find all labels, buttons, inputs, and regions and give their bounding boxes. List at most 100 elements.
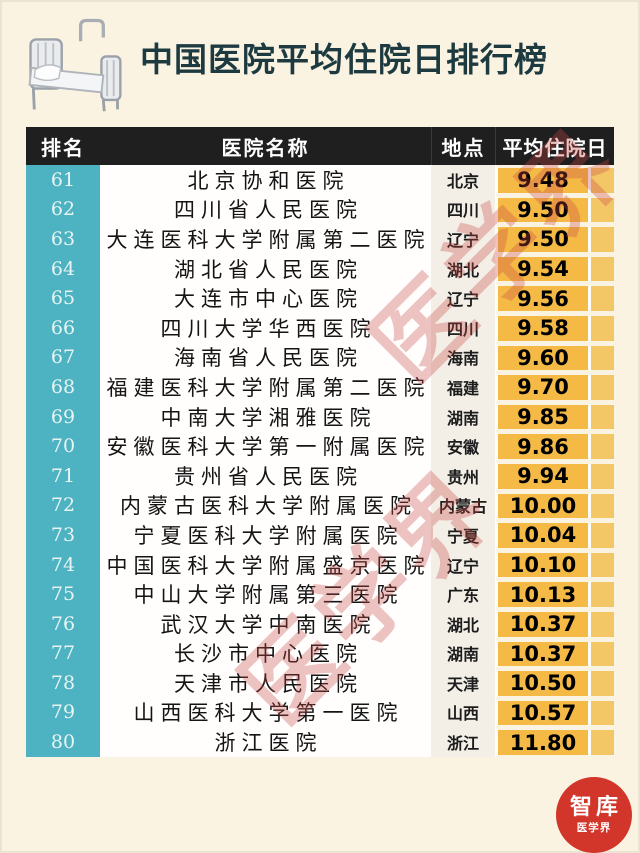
avg-stay-cell: 10.57 — [495, 697, 614, 728]
column-header-location: 地点 — [431, 127, 495, 165]
rank-cell: 63 — [26, 224, 100, 254]
hospital-bed-icon — [22, 12, 126, 116]
table-row: 61 北京协和医院 北京 9.48 — [26, 165, 614, 195]
table-row: 76 武汉大学中南医院 湖北 10.37 — [26, 608, 614, 639]
hospital-name-cell: 贵州省人民医院 — [100, 460, 431, 491]
rank-cell: 76 — [26, 608, 100, 639]
table-row: 72 内蒙古医科大学附属医院 内蒙古 10.00 — [26, 490, 614, 521]
rank-cell: 71 — [26, 460, 100, 491]
table-row: 70 安徽医科大学第一附属医院 安徽 9.86 — [26, 431, 614, 461]
location-cell: 安徽 — [431, 431, 495, 461]
avg-stay-cell: 10.10 — [495, 549, 614, 580]
avg-stay-cell: 10.50 — [495, 668, 614, 698]
rank-cell: 73 — [26, 520, 100, 550]
location-cell: 北京 — [431, 165, 495, 195]
rank-cell: 70 — [26, 431, 100, 461]
avg-stay-cell: 10.37 — [495, 608, 614, 639]
table-row: 79 山西医科大学第一医院 山西 10.57 — [26, 697, 614, 728]
page-title: 中国医院平均住院日排行榜 — [140, 41, 548, 78]
rank-cell: 74 — [26, 549, 100, 580]
rank-cell: 68 — [26, 372, 100, 402]
table-row: 66 四川大学华西医院 四川 9.58 — [26, 312, 614, 343]
hospital-name-cell: 宁夏医科大学附属医院 — [100, 520, 431, 550]
location-cell: 四川 — [431, 312, 495, 343]
location-cell: 湖北 — [431, 253, 495, 284]
rank-cell: 75 — [26, 579, 100, 609]
seal-subtitle: 医学界 — [576, 822, 612, 834]
avg-stay-cell: 9.56 — [495, 283, 614, 313]
avg-stay-cell: 10.37 — [495, 638, 614, 669]
location-cell: 湖南 — [431, 638, 495, 669]
hospital-name-cell: 武汉大学中南医院 — [100, 608, 431, 639]
location-cell: 浙江 — [431, 727, 495, 757]
avg-stay-cell: 9.94 — [495, 460, 614, 491]
avg-stay-cell: 9.48 — [495, 165, 614, 195]
location-cell: 山西 — [431, 697, 495, 728]
table-row: 73 宁夏医科大学附属医院 宁夏 10.04 — [26, 520, 614, 550]
table-row: 67 海南省人民医院 海南 9.60 — [26, 342, 614, 373]
table-row: 80 浙江医院 浙江 11.80 — [26, 727, 614, 757]
avg-stay-cell: 9.70 — [495, 372, 614, 402]
table-row: 75 中山大学附属第三医院 广东 10.13 — [26, 579, 614, 609]
hospital-name-cell: 湖北省人民医院 — [100, 253, 431, 284]
table-row: 69 中南大学湘雅医院 湖南 9.85 — [26, 401, 614, 432]
location-cell: 四川 — [431, 194, 495, 225]
hospital-name-cell: 长沙市中心医院 — [100, 638, 431, 669]
ranking-table: 排名 医院名称 地点 平均住院日 61 北京协和医院 北京 9.48 62 四川… — [26, 127, 614, 757]
avg-stay-cell: 9.58 — [495, 312, 614, 343]
hospital-name-cell: 海南省人民医院 — [100, 342, 431, 373]
rank-cell: 79 — [26, 697, 100, 728]
location-cell: 天津 — [431, 668, 495, 698]
avg-stay-cell: 10.00 — [495, 490, 614, 521]
rank-cell: 80 — [26, 727, 100, 757]
hospital-name-cell: 天津市人民医院 — [100, 668, 431, 698]
table-row: 64 湖北省人民医院 湖北 9.54 — [26, 253, 614, 284]
location-cell: 广东 — [431, 579, 495, 609]
rank-cell: 69 — [26, 401, 100, 432]
rank-cell: 78 — [26, 668, 100, 698]
table-body: 61 北京协和医院 北京 9.48 62 四川省人民医院 四川 9.50 63 … — [26, 165, 614, 757]
hospital-name-cell: 安徽医科大学第一附属医院 — [100, 431, 431, 461]
table-row: 62 四川省人民医院 四川 9.50 — [26, 194, 614, 225]
rank-cell: 66 — [26, 312, 100, 343]
location-cell: 宁夏 — [431, 520, 495, 550]
table-row: 68 福建医科大学附属第二医院 福建 9.70 — [26, 372, 614, 402]
hospital-name-cell: 中南大学湘雅医院 — [100, 401, 431, 432]
rank-cell: 64 — [26, 253, 100, 284]
table-row: 77 长沙市中心医院 湖南 10.37 — [26, 638, 614, 669]
location-cell: 辽宁 — [431, 549, 495, 580]
column-header-hospital: 医院名称 — [221, 137, 310, 160]
location-cell: 湖北 — [431, 608, 495, 639]
table-row: 71 贵州省人民医院 贵州 9.94 — [26, 460, 614, 491]
avg-stay-cell: 10.04 — [495, 520, 614, 550]
hospital-name-cell: 内蒙古医科大学附属医院 — [100, 490, 431, 521]
rank-cell: 72 — [26, 490, 100, 521]
avg-stay-cell: 9.85 — [495, 401, 614, 432]
column-header-avg-stay: 平均住院日 — [495, 127, 614, 165]
rank-cell: 67 — [26, 342, 100, 373]
location-cell: 辽宁 — [431, 283, 495, 313]
hospital-name-cell: 四川大学华西医院 — [100, 312, 431, 343]
location-cell: 湖南 — [431, 401, 495, 432]
seal-title: 智库 — [569, 794, 622, 819]
rank-cell: 77 — [26, 638, 100, 669]
avg-stay-cell: 9.86 — [495, 431, 614, 461]
table-row: 74 中国医科大学附属盛京医院 辽宁 10.10 — [26, 549, 614, 580]
hospital-name-cell: 北京协和医院 — [100, 165, 431, 195]
hospital-name-cell: 山西医科大学第一医院 — [100, 697, 431, 728]
location-cell: 辽宁 — [431, 224, 495, 254]
avg-stay-cell: 9.54 — [495, 253, 614, 284]
hospital-name-cell: 福建医科大学附属第二医院 — [100, 372, 431, 402]
column-header-rank: 排名 — [41, 137, 85, 160]
location-cell: 贵州 — [431, 460, 495, 491]
avg-stay-cell: 10.13 — [495, 579, 614, 609]
avg-stay-cell: 11.80 — [495, 727, 614, 757]
location-cell: 福建 — [431, 372, 495, 402]
hospital-name-cell: 大连医科大学附属第二医院 — [100, 224, 431, 254]
table-header-row: 排名 医院名称 地点 平均住院日 — [26, 127, 614, 165]
rank-cell: 61 — [26, 165, 100, 195]
hospital-name-cell: 浙江医院 — [100, 727, 431, 757]
publisher-seal: 智库 医学界 — [556, 777, 632, 853]
location-cell: 海南 — [431, 342, 495, 373]
